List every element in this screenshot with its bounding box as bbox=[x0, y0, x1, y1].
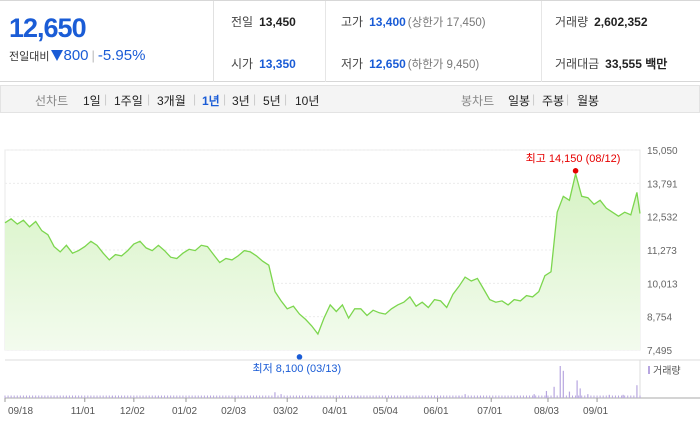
quote-panel: 12,650 전일대비 800 | -5.95% 전일 13,450 시가 13,350 … bbox=[0, 0, 700, 82]
x-tick-label: 09/18 bbox=[8, 406, 33, 417]
y-axis: 15,050 13,791 12,532 11,273 10,013 8,754 7,495 bbox=[647, 146, 678, 357]
y-tick-label: 13,791 bbox=[647, 179, 678, 190]
candle-option-daily[interactable]: 일봉 bbox=[508, 94, 531, 108]
low-label: 최저 8,100 (03/13) bbox=[252, 362, 341, 375]
x-tick-label: 06/01 bbox=[424, 406, 449, 417]
period-option-1w[interactable]: 1주일 bbox=[114, 94, 143, 108]
stat-high: 고가 13,400 (상한가 17,450) bbox=[341, 13, 486, 30]
annotations: 최고 14,150 (08/12) 최저 8,100 (03/13) bbox=[252, 152, 620, 375]
change-percent: -5.95% bbox=[97, 47, 146, 64]
y-tick-label: 15,050 bbox=[647, 146, 678, 157]
volume-legend-label: 거래량 bbox=[653, 365, 681, 377]
change-row: 전일대비 800 | -5.95% bbox=[9, 47, 145, 64]
stat-value: 13,450 bbox=[259, 15, 296, 29]
price-series bbox=[4, 173, 641, 350]
separator: | bbox=[566, 92, 570, 106]
stat-volume: 거래량 2,602,352 bbox=[555, 13, 648, 30]
stat-label: 전일 bbox=[231, 15, 254, 29]
separator: | bbox=[284, 92, 288, 106]
divider bbox=[541, 1, 542, 82]
upper-limit: (상한가 17,450) bbox=[407, 17, 486, 29]
period-option-1y[interactable]: 1년 bbox=[202, 94, 220, 108]
change-label: 전일대비 bbox=[9, 51, 50, 63]
high-marker bbox=[572, 168, 579, 174]
separator: | bbox=[193, 92, 197, 106]
stat-low: 저가 12,650 (하한가 9,450) bbox=[341, 55, 479, 72]
separator: | bbox=[223, 92, 227, 106]
quote-stats: 전일 13,450 시가 13,350 고가 13,400 (상한가 17,450) 저… bbox=[215, 1, 700, 82]
current-price: 12,650 bbox=[9, 13, 87, 43]
stat-label: 거래량 bbox=[555, 15, 589, 29]
x-tick-label: 05/04 bbox=[373, 406, 398, 417]
y-tick-label: 11,273 bbox=[647, 246, 677, 257]
period-option-1d[interactable]: 1일 bbox=[83, 94, 101, 108]
x-tick-label: 11/01 bbox=[71, 406, 96, 417]
stat-open: 시가 13,350 bbox=[231, 55, 296, 72]
stat-value: 12,650 bbox=[369, 57, 406, 71]
stat-amount: 거래대금 33,555 백만 bbox=[555, 55, 667, 72]
x-tick-label: 04/01 bbox=[322, 406, 347, 417]
y-tick-label: 8,754 bbox=[647, 313, 672, 324]
x-tick-label: 09/01 bbox=[583, 406, 608, 417]
separator: | bbox=[253, 92, 257, 106]
x-axis: 09/18 11/01 12/02 01/02 02/03 03/02 04/01 05/04… bbox=[4, 398, 609, 417]
stat-value: 33,555 백만 bbox=[605, 57, 668, 71]
volume-panel: 거래량 bbox=[4, 359, 700, 399]
stat-label: 거래대금 bbox=[555, 57, 600, 71]
divider bbox=[325, 1, 326, 82]
separator: | bbox=[147, 92, 151, 106]
stat-label: 고가 bbox=[341, 15, 364, 29]
x-tick-label: 07/01 bbox=[477, 406, 502, 417]
period-option-3m[interactable]: 3개월 bbox=[157, 94, 186, 108]
y-tick-label: 12,532 bbox=[647, 213, 678, 224]
candle-chart-title: 봉차트 bbox=[461, 94, 495, 108]
period-bar: 선차트 1일 | 1주일 | 3개월 | 1년 | 3년 | 5년 | 10년 … bbox=[0, 85, 700, 113]
stat-value: 13,400 bbox=[369, 15, 406, 29]
lower-limit: (하한가 9,450) bbox=[407, 59, 480, 71]
separator: | bbox=[91, 48, 95, 63]
volume-legend-swatch bbox=[648, 366, 650, 374]
stat-label: 저가 bbox=[341, 57, 364, 71]
candle-option-weekly[interactable]: 주봉 bbox=[542, 94, 565, 108]
x-tick-label: 08/03 bbox=[534, 406, 559, 417]
high-label: 최고 14,150 (08/12) bbox=[526, 152, 621, 165]
period-option-3y[interactable]: 3년 bbox=[232, 94, 250, 108]
separator: | bbox=[532, 92, 536, 106]
x-tick-label: 12/02 bbox=[120, 406, 145, 417]
y-tick-label: 7,495 bbox=[647, 346, 672, 357]
stat-label: 시가 bbox=[231, 57, 254, 71]
stat-value: 13,350 bbox=[259, 57, 296, 71]
price-area bbox=[5, 173, 640, 350]
price-box: 12,650 전일대비 800 | -5.95% bbox=[0, 1, 214, 82]
period-option-10y[interactable]: 10년 bbox=[295, 94, 320, 108]
candle-option-monthly[interactable]: 월봉 bbox=[577, 94, 600, 108]
y-tick-label: 10,013 bbox=[647, 279, 678, 290]
x-tick-label: 02/03 bbox=[221, 406, 246, 417]
period-option-5y[interactable]: 5년 bbox=[263, 94, 281, 108]
low-marker bbox=[296, 354, 303, 360]
down-triangle-icon bbox=[51, 50, 64, 61]
change-value: 800 bbox=[63, 47, 89, 64]
separator: | bbox=[104, 92, 108, 106]
line-chart-title: 선차트 bbox=[35, 94, 69, 108]
x-tick-label: 01/02 bbox=[172, 406, 197, 417]
stat-value: 2,602,352 bbox=[594, 15, 648, 29]
stat-prev-close: 전일 13,450 bbox=[231, 13, 296, 30]
price-chart: 15,050 13,791 12,532 11,273 10,013 8,754 7,495… bbox=[4, 146, 700, 417]
price-line bbox=[4, 173, 641, 336]
x-tick-label: 03/02 bbox=[273, 406, 298, 417]
